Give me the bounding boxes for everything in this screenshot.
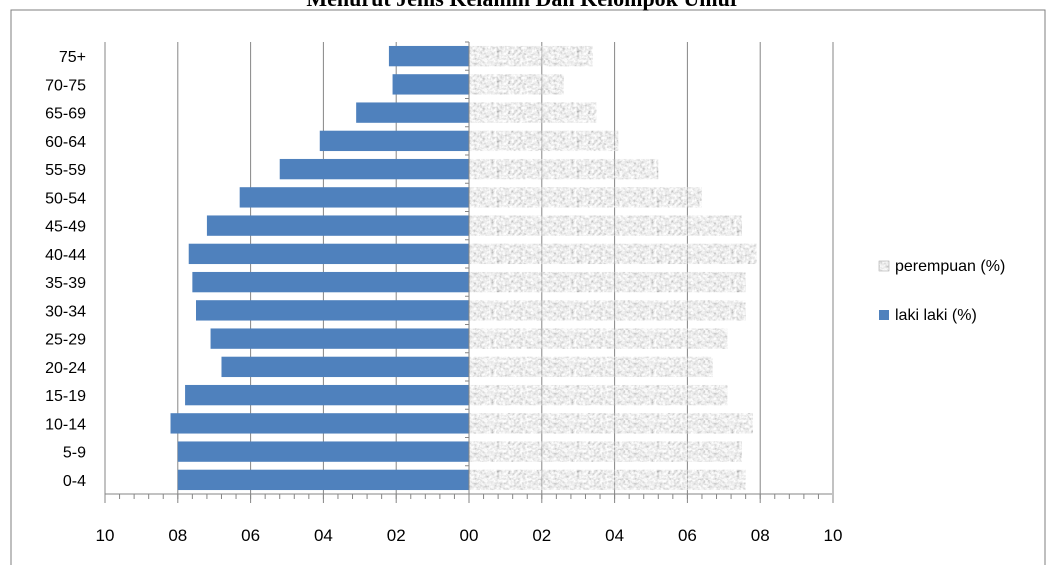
legend-swatch-1 bbox=[879, 310, 889, 320]
bar-male-50-54 bbox=[239, 187, 469, 208]
x-tick-label-4: 02 bbox=[387, 526, 406, 545]
category-label-40-44: 40-44 bbox=[45, 247, 86, 264]
bar-female-30-34 bbox=[469, 300, 746, 321]
category-label-10-14: 10-14 bbox=[45, 416, 86, 433]
category-label-15-19: 15-19 bbox=[45, 388, 86, 405]
bar-male-35-39 bbox=[192, 271, 470, 293]
axes bbox=[104, 41, 834, 503]
legend-label-1: laki laki (%) bbox=[895, 307, 977, 324]
legend-label-0: perempuan (%) bbox=[895, 258, 1005, 275]
category-label-5-9: 5-9 bbox=[63, 445, 86, 462]
bar-male-25-29 bbox=[210, 328, 469, 349]
x-tick-label-5: 00 bbox=[460, 526, 479, 545]
bar-female-55-59 bbox=[469, 158, 659, 180]
legend: perempuan (%) laki laki (%) bbox=[878, 258, 1005, 324]
x-tick-labels: 10 08 06 04 02 00 02 04 06 08 10 bbox=[96, 526, 843, 545]
category-label-55-59: 55-59 bbox=[45, 162, 86, 179]
bar-female-15-19 bbox=[469, 384, 728, 406]
category-label-50-54: 50-54 bbox=[45, 190, 86, 207]
bar-male-15-19 bbox=[185, 384, 469, 406]
bar-female-5-9 bbox=[469, 441, 742, 462]
category-label-65-69: 65-69 bbox=[45, 106, 86, 123]
bar-male-65-69 bbox=[356, 102, 469, 123]
bar-male-0-4 bbox=[177, 469, 470, 491]
x-tick-label-9: 08 bbox=[751, 526, 770, 545]
bar-female-50-54 bbox=[469, 187, 702, 208]
x-tick-label-6: 02 bbox=[532, 526, 551, 545]
bar-male-75+ bbox=[388, 45, 469, 67]
category-label-35-39: 35-39 bbox=[45, 275, 86, 292]
bar-male-10-14 bbox=[170, 413, 469, 434]
x-tick-label-2: 06 bbox=[241, 526, 260, 545]
bar-female-20-24 bbox=[469, 356, 713, 378]
bar-female-65-69 bbox=[469, 102, 597, 123]
x-tick-label-7: 04 bbox=[605, 526, 624, 545]
category-label-25-29: 25-29 bbox=[45, 332, 86, 349]
bar-male-70-75 bbox=[392, 74, 469, 95]
category-label-20-24: 20-24 bbox=[45, 360, 86, 377]
bars bbox=[170, 45, 757, 491]
bar-female-70-75 bbox=[469, 74, 564, 95]
bar-male-55-59 bbox=[279, 158, 469, 180]
category-labels: 75+ 70-75 65-69 60-64 55-59 50-54 45-49 40-44 35… bbox=[45, 49, 86, 490]
x-tick-label-3: 04 bbox=[314, 526, 333, 545]
x-tick-label-1: 08 bbox=[168, 526, 187, 545]
bar-male-60-64 bbox=[319, 130, 469, 152]
x-tick-label-8: 06 bbox=[678, 526, 697, 545]
x-tick-label-10: 10 bbox=[824, 526, 843, 545]
bar-female-60-64 bbox=[469, 130, 619, 152]
bar-male-20-24 bbox=[221, 356, 469, 378]
x-tick-label-0: 10 bbox=[96, 526, 115, 545]
category-label-45-49: 45-49 bbox=[45, 219, 86, 236]
category-label-0-4: 0-4 bbox=[63, 473, 86, 490]
category-label-75+: 75+ bbox=[59, 49, 86, 66]
category-label-60-64: 60-64 bbox=[45, 134, 86, 151]
legend-swatch-0 bbox=[878, 260, 890, 272]
bar-female-45-49 bbox=[469, 215, 742, 236]
bar-female-35-39 bbox=[469, 271, 746, 293]
bar-female-10-14 bbox=[469, 413, 753, 434]
category-label-70-75: 70-75 bbox=[45, 77, 86, 94]
bar-female-0-4 bbox=[469, 469, 746, 491]
bar-female-25-29 bbox=[469, 328, 728, 349]
category-label-30-34: 30-34 bbox=[45, 303, 86, 320]
bar-female-40-44 bbox=[469, 243, 757, 265]
bar-male-5-9 bbox=[177, 441, 470, 462]
bar-male-45-49 bbox=[206, 215, 470, 236]
bar-male-30-34 bbox=[196, 300, 469, 321]
bar-male-40-44 bbox=[188, 243, 469, 265]
chart-title: Menurut Jenis Kelamin Dan Kelompok Umur bbox=[0, 0, 1046, 12]
bar-female-75+ bbox=[469, 45, 593, 67]
